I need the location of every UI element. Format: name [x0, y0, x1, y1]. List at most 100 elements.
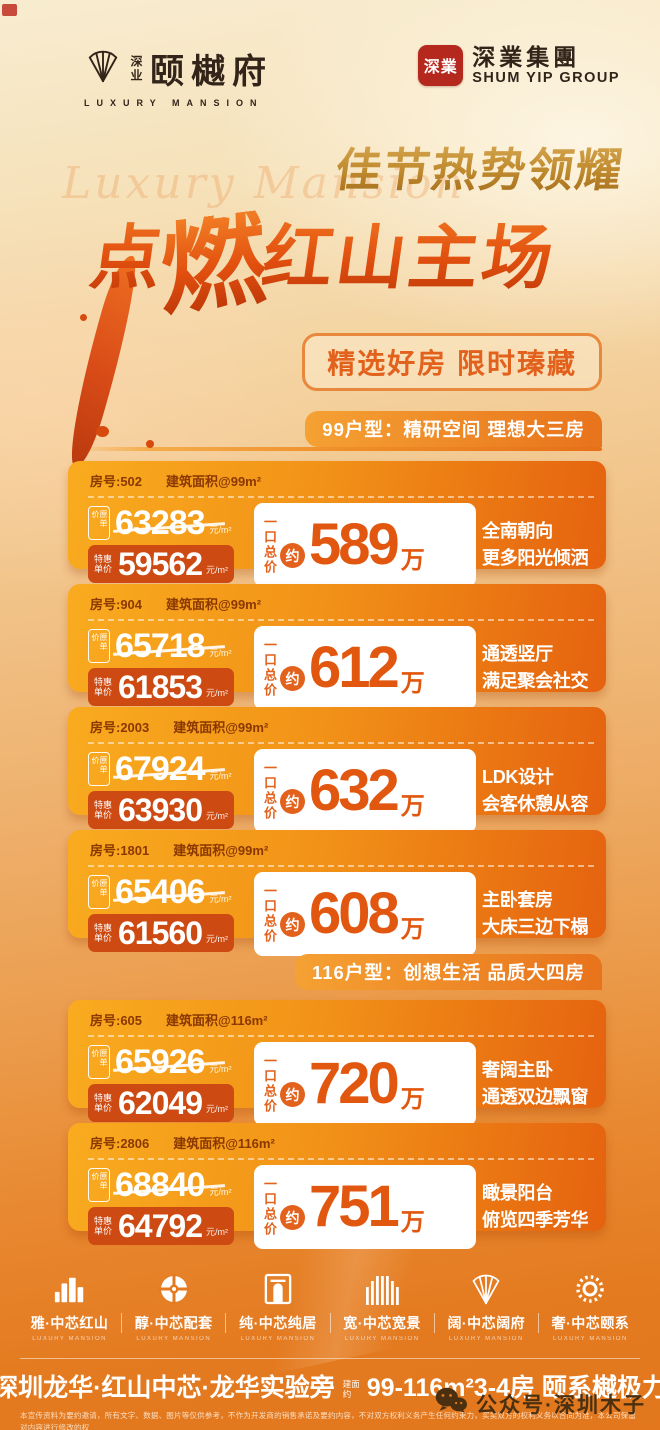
deal-price: 61853 [118, 669, 203, 705]
deal-price: 63930 [118, 792, 203, 828]
deal-price-label: 特惠单价 [94, 1215, 113, 1236]
floor-area: 建筑面积@116m² [173, 1135, 275, 1151]
total-price-label: 一口总价 [262, 1176, 277, 1237]
orig-price-label: 原单价 [88, 1168, 110, 1202]
listing-card-502: 房号:502 建筑面积@99m² 原单价 63283 元/m² 特惠单价 595… [68, 460, 606, 587]
listing-cards-99: 房号:502 建筑面积@99m² 原单价 63283 元/m² 特惠单价 595… [0, 460, 660, 956]
feature-text: 全南朝向 更多阳光倾洒 [482, 520, 589, 568]
orig-price: 67924 [115, 750, 206, 788]
medallion-icon [122, 1267, 225, 1305]
ginkgo-fan-icon [84, 49, 122, 88]
area-prefix: 建面约 [342, 1378, 360, 1399]
price-unit: 元/m² [205, 1104, 228, 1114]
total-price: 612 [309, 634, 400, 700]
listing-card-904: 房号:904 建筑面积@99m² 原单价 65718 元/m² 特惠单价 618… [68, 583, 606, 710]
disclaimer: 本宣传资料为要约邀请，所有文字、数据、图片等仅供参考，不作为开发商的销售承诺及要… [20, 1410, 640, 1430]
floor-area: 建筑面积@99m² [166, 596, 262, 612]
area-text: 99-116m²3-4房 颐系樾极力作 [366, 1373, 660, 1402]
price-unit: 元/m² [209, 1064, 232, 1074]
divider [537, 1312, 539, 1333]
feature-text: 主卧套房 大床三边下榻 [482, 889, 589, 937]
room-number: 房号:1801 [90, 842, 150, 858]
shumyip-seal-icon: 深業 [418, 44, 464, 86]
wechat-icon [434, 1386, 468, 1421]
room-number: 房号:2003 [90, 719, 150, 735]
approx-circle: 约 [280, 666, 305, 691]
floor-area: 建筑面积@116m² [166, 1012, 268, 1028]
orig-price: 65406 [115, 873, 206, 911]
approx-circle: 约 [280, 789, 305, 814]
feature-label: 纯·中芯纯居 [239, 1314, 317, 1331]
project-name: 颐樾府 [150, 54, 273, 91]
listing-cards-116: 房号:605 建筑面积@116m² 原单价 65926 元/m² 特惠单价 62… [0, 999, 660, 1249]
sun-icon [539, 1267, 642, 1305]
feature-subtitle: LUXURY MANSION [240, 1335, 316, 1342]
group-name: 深業集團 [472, 44, 581, 70]
deal-price-label: 特惠单价 [94, 1092, 113, 1113]
section-rule [70, 447, 602, 451]
divider [329, 1312, 331, 1333]
price-unit: 元/m² [209, 771, 232, 781]
headline-suffix: 红山主场 [257, 202, 563, 303]
total-price-box: 一口总价 约 720 万 [254, 1041, 476, 1126]
headline-line2: 点 燃 红山主场 [0, 197, 660, 328]
location-text: 深圳龙华·红山中芯·龙华实验旁 [0, 1373, 335, 1402]
deal-price-label: 特惠单价 [94, 553, 113, 574]
deal-price: 59562 [118, 546, 203, 582]
floor-area: 建筑面积@99m² [173, 719, 269, 735]
fan-icon [435, 1267, 538, 1305]
brand-prefix: 深业 [129, 54, 143, 83]
total-price: 751 [309, 1173, 400, 1239]
total-price-box: 一口总价 约 632 万 [254, 748, 476, 833]
project-tagline: LUXURY MANSION [84, 98, 264, 108]
listing-card-605: 房号:605 建筑面积@116m² 原单价 65926 元/m² 特惠单价 62… [68, 999, 606, 1126]
feature-label: 宽·中芯宽景 [343, 1314, 421, 1331]
total-price-unit: 万 [400, 669, 425, 697]
room-number: 房号:502 [90, 473, 143, 489]
feature-label: 雅·中芯红山 [30, 1314, 109, 1331]
feature-item: 醇·中芯配套 LUXURY MANSION [122, 1267, 225, 1342]
ink-splatter [96, 426, 109, 437]
total-price-label: 一口总价 [262, 760, 277, 821]
section-header-116: 116户型：创想生活 品质大四房 [295, 953, 602, 990]
orig-price-label: 原单价 [88, 629, 110, 663]
divider [20, 1357, 640, 1359]
total-price-label: 一口总价 [262, 637, 277, 698]
ink-splatter [146, 440, 154, 448]
ink-splatter [80, 314, 87, 321]
total-price-box: 一口总价 约 612 万 [254, 625, 476, 710]
price-unit: 元/m² [205, 811, 228, 821]
feature-item: 阔·中芯阔府 LUXURY MANSION [435, 1267, 538, 1342]
price-unit: 元/m² [205, 1227, 228, 1237]
deal-price-label: 特惠单价 [94, 922, 113, 943]
total-price-unit: 万 [400, 1208, 425, 1236]
header: 深业 颐樾府 LUXURY MANSION 深業 深業集團 SHUM YIP G… [0, 0, 660, 108]
orig-price: 63283 [115, 504, 206, 542]
approx-circle: 约 [280, 1082, 305, 1107]
room-number: 房号:2806 [90, 1135, 150, 1151]
approx-circle: 约 [280, 1205, 305, 1230]
project-logo: 深业 颐樾府 LUXURY MANSION [84, 44, 273, 108]
feature-text: LDK设计 会客休憩从容 [482, 766, 589, 814]
total-price-unit: 万 [400, 546, 425, 574]
divider [433, 1312, 435, 1333]
listing-card-2003: 房号:2003 建筑面积@99m² 原单价 67924 元/m² 特惠单价 63… [68, 706, 606, 833]
total-price: 608 [309, 880, 400, 946]
total-price: 589 [309, 511, 400, 577]
feature-item: 奢·中芯颐系 LUXURY MANSION [539, 1267, 642, 1342]
price-unit: 元/m² [205, 565, 228, 575]
orig-price: 65926 [115, 1043, 206, 1081]
price-unit: 元/m² [209, 525, 232, 535]
approx-circle: 约 [280, 543, 305, 568]
wechat-account: 公众号·深圳木子 [434, 1386, 646, 1421]
feature-subtitle: LUXURY MANSION [32, 1335, 107, 1342]
room-number: 房号:904 [90, 596, 143, 612]
listing-card-2806: 房号:2806 建筑面积@116m² 原单价 68840 元/m² 特惠单价 6… [68, 1122, 606, 1249]
feature-subtitle: LUXURY MANSION [136, 1335, 212, 1342]
skyline-icon [18, 1267, 121, 1305]
feature-item: 纯·中芯纯居 LUXURY MANSION [226, 1267, 329, 1342]
group-logo: 深業 深業集團 SHUM YIP GROUP [418, 44, 620, 86]
price-unit: 元/m² [205, 934, 228, 944]
floor-area: 建筑面积@99m² [173, 842, 269, 858]
amenity-features-bar: 雅·中芯红山 LUXURY MANSION 醇·中芯配套 LUXURY MANS… [18, 1267, 642, 1342]
